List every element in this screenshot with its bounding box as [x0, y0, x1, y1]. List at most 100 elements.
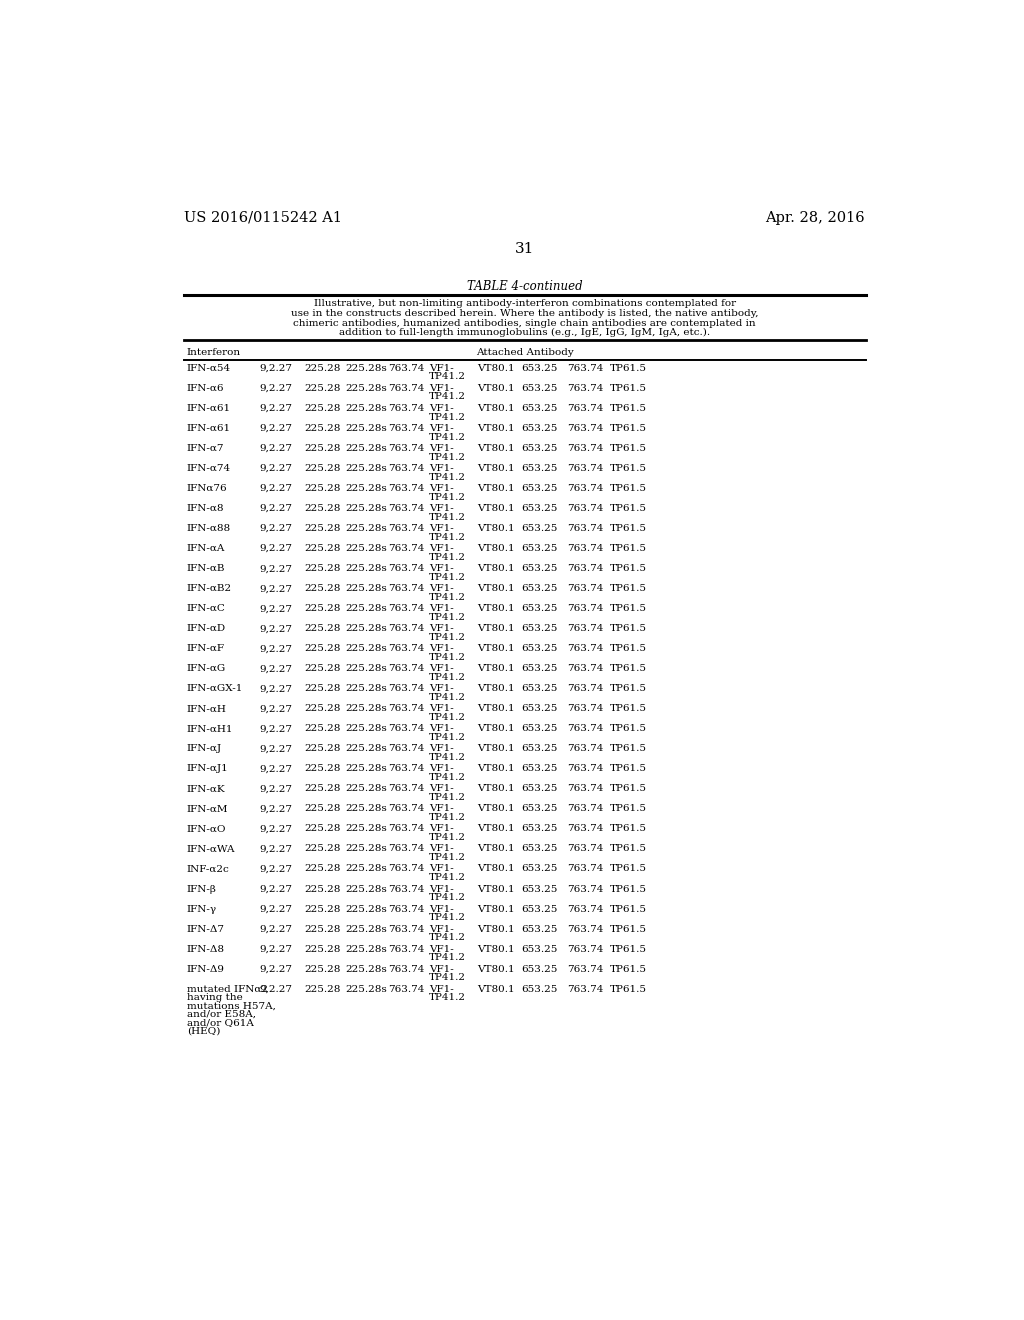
Text: TP41.2: TP41.2: [429, 593, 466, 602]
Text: addition to full-length immunoglobulins (e.g., IgE, IgG, IgM, IgA, etc.).: addition to full-length immunoglobulins …: [339, 329, 711, 338]
Text: 225.28s: 225.28s: [345, 725, 387, 734]
Text: 225.28: 225.28: [305, 684, 341, 693]
Text: 225.28s: 225.28s: [345, 484, 387, 494]
Text: TP61.5: TP61.5: [610, 965, 647, 974]
Text: 225.28: 225.28: [305, 965, 341, 974]
Text: TP61.5: TP61.5: [610, 484, 647, 494]
Text: 653.25: 653.25: [521, 465, 558, 473]
Text: TP61.5: TP61.5: [610, 784, 647, 793]
Text: 225.28s: 225.28s: [345, 924, 387, 933]
Text: IFN-α61: IFN-α61: [187, 404, 231, 413]
Text: 763.74: 763.74: [388, 564, 425, 573]
Text: 9,2.27: 9,2.27: [260, 465, 293, 473]
Text: IFN-β: IFN-β: [187, 884, 217, 894]
Text: VT80.1: VT80.1: [477, 504, 514, 513]
Text: IFN-αJ1: IFN-αJ1: [187, 764, 228, 774]
Text: TP41.2: TP41.2: [429, 673, 466, 681]
Text: VT80.1: VT80.1: [477, 784, 514, 793]
Text: 225.28: 225.28: [305, 644, 341, 653]
Text: Attached Antibody: Attached Antibody: [476, 348, 573, 356]
Text: 225.28: 225.28: [305, 585, 341, 593]
Text: VT80.1: VT80.1: [477, 845, 514, 854]
Text: 763.74: 763.74: [566, 644, 603, 653]
Text: 763.74: 763.74: [388, 784, 425, 793]
Text: 763.74: 763.74: [388, 384, 425, 393]
Text: 653.25: 653.25: [521, 484, 558, 494]
Text: VT80.1: VT80.1: [477, 865, 514, 874]
Text: VF1-: VF1-: [429, 504, 454, 513]
Text: 9,2.27: 9,2.27: [260, 544, 293, 553]
Text: 763.74: 763.74: [566, 884, 603, 894]
Text: VF1-: VF1-: [429, 985, 454, 994]
Text: TP61.5: TP61.5: [610, 884, 647, 894]
Text: 763.74: 763.74: [388, 705, 425, 713]
Text: having the: having the: [187, 993, 243, 1002]
Text: VF1-: VF1-: [429, 465, 454, 473]
Text: 9,2.27: 9,2.27: [260, 504, 293, 513]
Text: TP41.2: TP41.2: [429, 873, 466, 882]
Text: 763.74: 763.74: [566, 484, 603, 494]
Text: 763.74: 763.74: [566, 585, 603, 593]
Text: VT80.1: VT80.1: [477, 804, 514, 813]
Text: 763.74: 763.74: [388, 924, 425, 933]
Text: TP61.5: TP61.5: [610, 904, 647, 913]
Text: 225.28: 225.28: [305, 524, 341, 533]
Text: IFN-αB: IFN-αB: [187, 564, 225, 573]
Text: 9,2.27: 9,2.27: [260, 725, 293, 734]
Text: VT80.1: VT80.1: [477, 945, 514, 953]
Text: VF1-: VF1-: [429, 924, 454, 933]
Text: TP61.5: TP61.5: [610, 705, 647, 713]
Text: 9,2.27: 9,2.27: [260, 384, 293, 393]
Text: TP61.5: TP61.5: [610, 644, 647, 653]
Text: 225.28: 225.28: [305, 424, 341, 433]
Text: 225.28: 225.28: [305, 465, 341, 473]
Text: 763.74: 763.74: [566, 784, 603, 793]
Text: 225.28: 225.28: [305, 624, 341, 634]
Text: TP61.5: TP61.5: [610, 725, 647, 734]
Text: TP41.2: TP41.2: [429, 693, 466, 702]
Text: VT80.1: VT80.1: [477, 705, 514, 713]
Text: 225.28s: 225.28s: [345, 644, 387, 653]
Text: TP41.2: TP41.2: [429, 433, 466, 441]
Text: 763.74: 763.74: [388, 845, 425, 854]
Text: VF1-: VF1-: [429, 624, 454, 634]
Text: VF1-: VF1-: [429, 764, 454, 774]
Text: TP41.2: TP41.2: [429, 512, 466, 521]
Text: 653.25: 653.25: [521, 504, 558, 513]
Text: IFN-αM: IFN-αM: [187, 804, 228, 813]
Text: 653.25: 653.25: [521, 985, 558, 994]
Text: VT80.1: VT80.1: [477, 384, 514, 393]
Text: TP41.2: TP41.2: [429, 813, 466, 822]
Text: TP61.5: TP61.5: [610, 985, 647, 994]
Text: 225.28s: 225.28s: [345, 564, 387, 573]
Text: 653.25: 653.25: [521, 725, 558, 734]
Text: 763.74: 763.74: [566, 965, 603, 974]
Text: TP41.2: TP41.2: [429, 713, 466, 722]
Text: 653.25: 653.25: [521, 424, 558, 433]
Text: 763.74: 763.74: [566, 684, 603, 693]
Text: 9,2.27: 9,2.27: [260, 784, 293, 793]
Text: 225.28: 225.28: [305, 945, 341, 953]
Text: VF1-: VF1-: [429, 424, 454, 433]
Text: 9,2.27: 9,2.27: [260, 764, 293, 774]
Text: IFN-αWA: IFN-αWA: [187, 845, 236, 854]
Text: VF1-: VF1-: [429, 825, 454, 833]
Text: TP41.2: TP41.2: [429, 933, 466, 942]
Text: 763.74: 763.74: [566, 564, 603, 573]
Text: (HEQ): (HEQ): [187, 1027, 220, 1036]
Text: 9,2.27: 9,2.27: [260, 644, 293, 653]
Text: 31: 31: [515, 242, 535, 256]
Text: TP61.5: TP61.5: [610, 504, 647, 513]
Text: 653.25: 653.25: [521, 585, 558, 593]
Text: 763.74: 763.74: [566, 605, 603, 614]
Text: VT80.1: VT80.1: [477, 404, 514, 413]
Text: 9,2.27: 9,2.27: [260, 985, 293, 994]
Text: 763.74: 763.74: [388, 725, 425, 734]
Text: 225.28s: 225.28s: [345, 504, 387, 513]
Text: 9,2.27: 9,2.27: [260, 924, 293, 933]
Text: 225.28s: 225.28s: [345, 804, 387, 813]
Text: 225.28s: 225.28s: [345, 884, 387, 894]
Text: 763.74: 763.74: [388, 524, 425, 533]
Text: 653.25: 653.25: [521, 884, 558, 894]
Text: IFN-αD: IFN-αD: [187, 624, 226, 634]
